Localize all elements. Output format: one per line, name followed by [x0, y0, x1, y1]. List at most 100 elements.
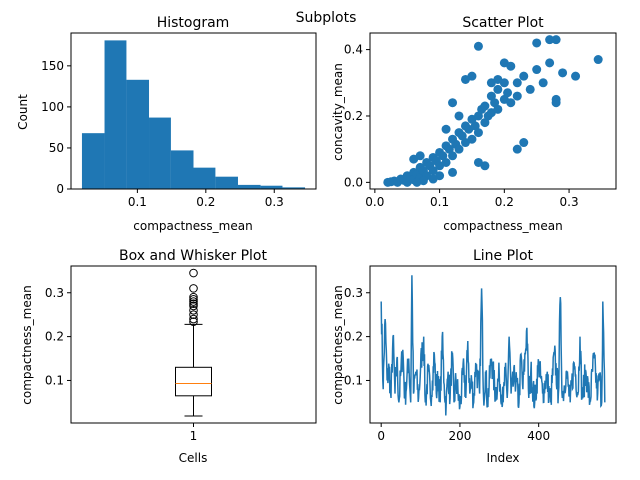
lineplot-xtick-label: 200 — [448, 429, 471, 443]
histogram-bar — [170, 150, 194, 189]
scatter-point — [525, 84, 535, 94]
lineplot-ytick-label: 0.2 — [344, 330, 363, 344]
scatter-point — [503, 88, 513, 98]
histogram-bar — [81, 133, 105, 189]
boxplot-outlier — [189, 305, 198, 315]
scatter-ytick-label: 0.0 — [344, 175, 363, 189]
histogram-xtick-label: 0.1 — [128, 195, 147, 209]
histogram-bar — [149, 117, 171, 189]
lineplot-ticks: 0 200 400 0.1 0.2 0.3 — [344, 286, 550, 443]
boxplot-outlier — [189, 295, 198, 304]
scatter-point — [448, 98, 458, 108]
scatter-point — [512, 91, 522, 101]
lineplot-ytick-label: 0.1 — [344, 373, 363, 387]
histogram-xlabel: compactness_mean — [133, 219, 252, 233]
histogram-ytick-label: 0 — [56, 182, 64, 196]
scatter-ticks: 0.0 0.1 0.2 0.3 0.0 0.2 0.4 — [344, 43, 579, 209]
scatter-point — [428, 166, 438, 176]
lineplot-series-line — [380, 275, 606, 416]
scatter-point — [593, 55, 603, 65]
scatter-point — [441, 124, 451, 134]
scatter-point — [418, 176, 428, 186]
scatter-point — [519, 138, 529, 148]
scatter-ytick-label: 0.2 — [344, 109, 363, 123]
scatter-point — [558, 68, 568, 78]
boxplot-outlier — [189, 284, 198, 293]
scatter-point — [506, 61, 516, 71]
lineplot-frame — [369, 265, 617, 424]
scatter-point — [460, 74, 470, 84]
scatter-point — [415, 151, 425, 161]
lineplot-marks — [380, 275, 606, 416]
scatter-point — [512, 144, 522, 154]
scatter-point — [551, 35, 561, 45]
scatter-points — [383, 35, 603, 187]
histogram-bar — [126, 79, 150, 189]
boxplot-outlier — [189, 292, 198, 302]
histogram-xtick-label: 0.2 — [196, 195, 215, 209]
scatter-point — [473, 41, 483, 51]
scatter-point — [545, 58, 555, 68]
histogram-ticks: 0.1 0.2 0.3 0 50 100 150 — [41, 59, 284, 209]
scatter-point — [532, 65, 542, 75]
boxplot-outlier — [189, 314, 198, 324]
scatter-point — [448, 167, 458, 177]
histogram-ytick-label: 150 — [41, 59, 64, 73]
scatter-point — [519, 71, 529, 81]
boxplot-frame — [70, 265, 317, 424]
scatter-point — [493, 84, 503, 94]
histogram-xtick-label: 0.3 — [265, 195, 284, 209]
lineplot-ytick-label: 0.3 — [344, 286, 363, 300]
boxplot-xtick-label: 1 — [190, 429, 198, 443]
scatter-point — [551, 98, 561, 108]
scatter-point — [493, 74, 503, 84]
scatter-point — [428, 174, 438, 184]
figure-suptitle: Subplots — [296, 10, 357, 26]
boxplot-box — [175, 366, 212, 397]
lineplot-title: Line Plot — [473, 248, 534, 264]
scatter-ylabel: concavity_mean — [331, 63, 345, 161]
boxplot-outlier — [189, 310, 198, 319]
boxplot-ytick-label: 0.2 — [45, 330, 64, 344]
scatter-point — [480, 101, 490, 111]
scatter-point — [467, 134, 477, 144]
histogram-ylabel: Count — [16, 94, 30, 130]
scatter-xtick-label: 0.1 — [430, 195, 449, 209]
boxplot-outlier — [189, 268, 198, 278]
scatter-point — [473, 128, 483, 138]
histogram-subplot: Histogram compactness_mean Count 0.1 0.2 0… — [16, 15, 317, 233]
scatter-xlabel: compactness_mean — [443, 219, 562, 233]
scatter-point — [506, 98, 516, 108]
histogram-title: Histogram — [157, 15, 230, 31]
scatter-point — [441, 157, 451, 167]
scatter-point — [480, 161, 490, 171]
lineplot-xlabel: Index — [486, 451, 519, 465]
boxplot-xlabel: Cells — [179, 451, 208, 465]
scatter-point — [448, 151, 458, 161]
scatter-frame — [369, 32, 617, 190]
histogram-ytick-label: 50 — [49, 141, 64, 155]
scatter-ytick-label: 0.4 — [344, 43, 363, 57]
boxplot-outlier — [189, 317, 198, 326]
lineplot-xtick-label: 0 — [377, 429, 385, 443]
boxplot-outlier — [189, 299, 198, 309]
boxplot-subplot: Box and Whisker Plot Cells compactness_m… — [20, 248, 317, 465]
histogram-bar — [104, 40, 127, 190]
boxplot-marks — [175, 268, 212, 417]
scatter-point — [532, 38, 542, 48]
histogram-frame — [70, 32, 317, 190]
lineplot-ylabel: compactness_mean — [331, 285, 345, 404]
scatter-title: Scatter Plot — [462, 15, 544, 31]
histogram-bar — [260, 185, 283, 189]
scatter-point — [493, 104, 503, 114]
scatter-xtick-label: 0.0 — [365, 195, 384, 209]
boxplot-ylabel: compactness_mean — [20, 285, 34, 404]
scatter-point — [538, 78, 548, 88]
histogram-ytick-label: 100 — [41, 100, 64, 114]
scatter-point — [454, 144, 464, 154]
scatter-xtick-label: 0.3 — [560, 195, 579, 209]
scatter-subplot: Scatter Plot compactness_mean concavity_… — [331, 15, 617, 233]
scatter-point — [545, 35, 555, 45]
histogram-bar — [193, 167, 216, 189]
